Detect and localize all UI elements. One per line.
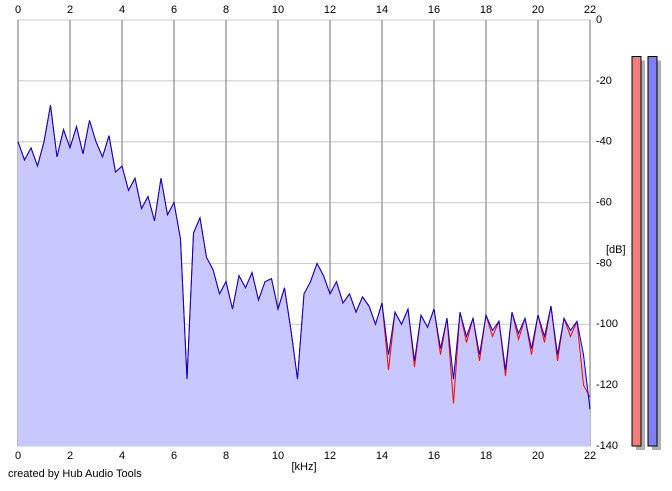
x-tick-label-top: 14 (376, 4, 388, 16)
y-axis-label: [dB] (606, 244, 626, 256)
spectrum-line (17, 105, 591, 410)
x-tick-label-top: 12 (324, 4, 336, 16)
level-meter (647, 56, 658, 447)
x-tick-label-top: 22 (584, 4, 596, 16)
y-tick-label: -80 (596, 257, 612, 269)
x-tick-label-bottom: 14 (376, 450, 388, 462)
x-tick-label-top: 2 (67, 4, 73, 16)
x-tick-label-bottom: 6 (171, 450, 177, 462)
y-tick-label: -20 (596, 75, 612, 87)
x-tick-label-top: 20 (532, 4, 544, 16)
x-tick-label-top: 16 (428, 4, 440, 16)
x-tick-label-bottom: 0 (15, 450, 21, 462)
x-tick-label-top: 0 (15, 4, 21, 16)
x-tick-label-bottom: 4 (119, 450, 125, 462)
x-tick-label-bottom: 16 (428, 450, 440, 462)
x-tick-label-top: 10 (272, 4, 284, 16)
y-tick-label: -100 (596, 318, 618, 330)
x-tick-label-top: 8 (223, 4, 229, 16)
x-tick-label-bottom: 8 (223, 450, 229, 462)
x-tick-label-bottom: 12 (324, 450, 336, 462)
x-tick-label-bottom: 10 (272, 450, 284, 462)
x-tick-label-bottom: 22 (584, 450, 596, 462)
spectrum-fill (18, 105, 590, 446)
x-tick-label-bottom: 20 (532, 450, 544, 462)
x-axis-label: [kHz] (291, 461, 316, 473)
y-tick-label: -140 (596, 440, 618, 452)
y-tick-label: -120 (596, 379, 618, 391)
x-tick-label-top: 6 (171, 4, 177, 16)
x-tick-label-bottom: 2 (67, 450, 73, 462)
footer: created by Hub Audio Tools (8, 468, 142, 480)
level-meter (631, 56, 642, 447)
y-tick-label: 0 (596, 14, 602, 26)
x-tick-label-top: 4 (119, 4, 125, 16)
x-tick-label-top: 18 (480, 4, 492, 16)
y-tick-label: -40 (596, 136, 612, 148)
y-tick-label: -60 (596, 196, 612, 208)
x-tick-label-bottom: 18 (480, 450, 492, 462)
